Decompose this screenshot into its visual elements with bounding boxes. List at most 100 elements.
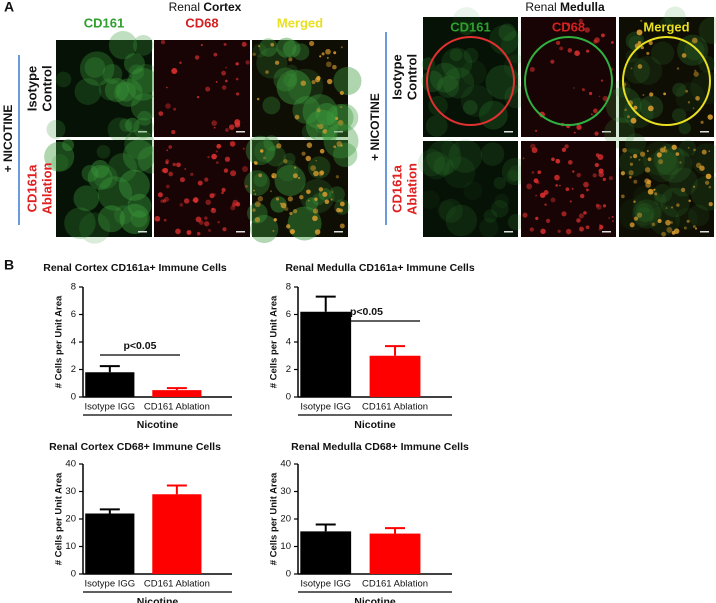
cell <box>535 194 538 197</box>
y-axis-label: # Cells per Unit Area <box>269 295 280 388</box>
cell <box>297 176 301 180</box>
cell <box>526 183 533 190</box>
cell <box>339 90 344 96</box>
cell <box>340 46 343 49</box>
cell <box>192 197 199 203</box>
cell <box>559 184 561 187</box>
cell <box>184 168 187 170</box>
cell <box>633 179 638 184</box>
micrograph <box>56 140 152 237</box>
cell <box>253 189 255 192</box>
cell <box>694 227 698 230</box>
tissue <box>449 48 463 62</box>
tissue <box>508 165 525 182</box>
tissue <box>425 115 448 137</box>
tissue <box>442 67 475 99</box>
cell <box>254 161 258 165</box>
cell <box>221 70 227 76</box>
cell <box>665 219 671 226</box>
tissue <box>254 140 276 163</box>
tissue <box>649 205 680 236</box>
cell <box>567 48 573 53</box>
y-tick-label: 6 <box>286 309 291 320</box>
cell <box>602 95 609 102</box>
tissue <box>113 205 134 225</box>
cell <box>707 114 713 120</box>
cell <box>190 172 194 176</box>
cell <box>665 207 668 209</box>
cell <box>257 196 264 202</box>
cell <box>629 222 635 228</box>
cell <box>272 229 275 232</box>
y-tick-label: 2 <box>286 364 291 375</box>
tissue <box>632 191 664 222</box>
cell <box>312 208 319 214</box>
cell <box>256 97 260 101</box>
tissue <box>675 82 705 112</box>
cell <box>687 101 691 104</box>
tissue <box>632 199 662 229</box>
treatment-label: + NICOTINE <box>1 105 15 173</box>
title-part: Cortex <box>203 0 241 14</box>
cell <box>301 151 306 156</box>
cell <box>311 80 316 85</box>
title-part: Renal <box>169 0 200 14</box>
tissue <box>668 167 698 197</box>
cell <box>258 45 261 48</box>
cell <box>633 200 636 203</box>
cell <box>531 171 535 174</box>
cell <box>670 206 674 209</box>
bar <box>152 390 202 397</box>
scale-bar <box>138 131 147 133</box>
cell <box>294 114 300 120</box>
tissue <box>108 31 138 60</box>
cell <box>235 62 239 66</box>
bar <box>152 494 202 574</box>
tissue <box>97 205 125 233</box>
y-tick-label: 30 <box>280 486 291 497</box>
cell <box>324 199 330 205</box>
cell <box>565 187 570 192</box>
tissue <box>448 139 483 173</box>
cell <box>270 42 275 47</box>
tissue <box>459 22 474 36</box>
tissue <box>438 198 463 223</box>
error-bar <box>99 508 120 514</box>
tissue <box>301 123 319 141</box>
cell <box>322 191 328 197</box>
cell <box>292 173 298 179</box>
cell <box>213 52 218 57</box>
cell <box>670 221 673 224</box>
cell <box>708 150 711 153</box>
y-tick-label: 8 <box>71 282 76 293</box>
cell <box>205 86 211 92</box>
tissue <box>635 207 654 226</box>
column-label: Merged <box>277 15 323 30</box>
cell <box>555 158 561 164</box>
y-tick-label: 0 <box>71 569 76 580</box>
y-tick-label: 4 <box>286 337 291 348</box>
tissue <box>656 147 693 183</box>
y-axis-label: # Cells per Unit Area <box>269 472 280 565</box>
tissue <box>679 139 697 157</box>
cell <box>649 92 654 97</box>
cell <box>663 149 668 153</box>
cell <box>314 197 318 201</box>
cell <box>685 89 689 93</box>
cell <box>205 199 212 206</box>
cell <box>683 226 687 230</box>
tissue <box>654 193 667 207</box>
cell <box>222 227 227 232</box>
row-label: CD161a <box>24 164 39 212</box>
micrograph <box>423 141 518 237</box>
cell <box>638 159 641 161</box>
row-label: Isotype <box>24 66 39 112</box>
row-label: Control <box>404 54 419 100</box>
cell <box>160 39 166 45</box>
tissue <box>461 59 487 86</box>
cell <box>270 190 273 193</box>
cell <box>335 116 339 120</box>
x-tick-label: CD161 Ablation <box>144 579 210 590</box>
cell <box>207 155 210 159</box>
